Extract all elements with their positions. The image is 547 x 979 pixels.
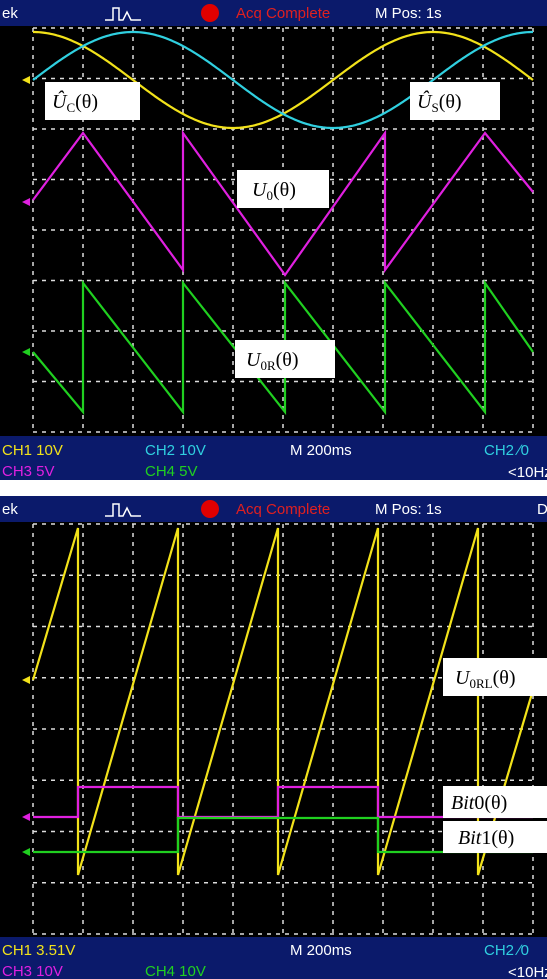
trigger: CH2 ∕0 (484, 442, 529, 459)
subscript: 0RL (469, 676, 492, 691)
run-indicator (201, 4, 219, 22)
frequency: <10Hz (508, 464, 547, 481)
argument: (θ) (273, 179, 296, 201)
ch4-scale: CH4 5V (145, 463, 198, 480)
brand: ek (2, 501, 18, 518)
footer-bar (0, 436, 547, 480)
timebase: M 200ms (290, 442, 352, 459)
subscript: C (66, 100, 75, 115)
side-menu: D (537, 501, 547, 518)
svg-text:Bit1(θ): Bit1(θ) (458, 827, 514, 849)
panel-bg (0, 496, 547, 979)
scope-panel: ek Acq Complete M Pos: 1s ÛC(θ) ÛS(θ) U0… (0, 0, 547, 481)
symbol: Bit (451, 792, 475, 814)
label: ÛC(θ) (45, 82, 140, 120)
subscript: 0R (260, 358, 276, 373)
svg-text:ÛS(θ): ÛS(θ) (417, 89, 462, 115)
label: U0RL(θ) (443, 658, 547, 696)
argument: (θ) (75, 91, 98, 113)
footer-bar (0, 937, 547, 979)
svg-text:ÛC(θ): ÛC(θ) (52, 89, 98, 115)
argument: (θ) (276, 349, 299, 371)
argument: (θ) (439, 91, 462, 113)
ch1-scale: CH1 3.51V (2, 942, 75, 959)
argument: 1(θ) (481, 827, 514, 849)
scope-panel: ek Acq Complete M Pos: 1s D U0RL(θ) Bit0… (0, 496, 547, 979)
label: Bit0(θ) (443, 786, 547, 818)
argument: (θ) (493, 667, 516, 689)
m-pos: M Pos: 1s (375, 5, 442, 22)
brand: ek (2, 5, 18, 22)
symbol: Bit (458, 827, 482, 849)
ch3-scale: CH3 5V (2, 463, 55, 480)
trigger: CH2 ∕0 (484, 942, 529, 959)
run-indicator (201, 500, 219, 518)
ch1-scale: CH1 10V (2, 442, 63, 459)
acq-state: Acq Complete (236, 5, 330, 22)
label: U0(θ) (237, 170, 329, 208)
acq-state: Acq Complete (236, 501, 330, 518)
label: U0R(θ) (235, 340, 335, 378)
label: ÛS(θ) (410, 82, 500, 120)
subscript: S (431, 100, 438, 115)
svg-text:Bit0(θ): Bit0(θ) (451, 792, 507, 814)
svg-text:U0(θ): U0(θ) (252, 179, 296, 203)
ch4-scale: CH4 10V (145, 963, 206, 979)
argument: 0(θ) (474, 792, 507, 814)
ch2-scale: CH2 10V (145, 442, 206, 459)
frequency: <10Hz (508, 964, 547, 979)
m-pos: M Pos: 1s (375, 501, 442, 518)
screenshot: ek Acq Complete M Pos: 1s ÛC(θ) ÛS(θ) U0… (0, 0, 547, 979)
timebase: M 200ms (290, 942, 352, 959)
label: Bit1(θ) (443, 821, 547, 853)
ch3-scale: CH3 10V (2, 963, 63, 979)
